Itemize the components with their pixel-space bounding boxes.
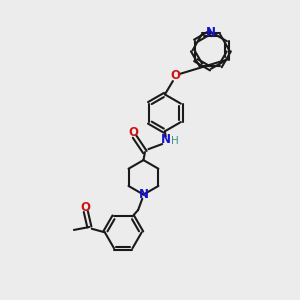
Text: N: N [161, 133, 171, 146]
Text: H: H [171, 136, 178, 146]
Text: N: N [206, 26, 216, 38]
Text: O: O [128, 126, 138, 139]
Text: O: O [81, 201, 91, 214]
Text: N: N [139, 188, 148, 201]
Text: O: O [170, 69, 180, 82]
